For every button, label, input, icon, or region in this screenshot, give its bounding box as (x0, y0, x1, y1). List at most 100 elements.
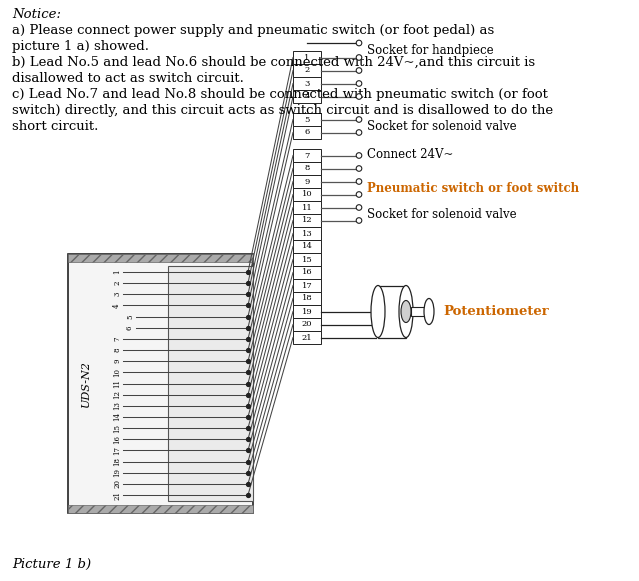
Text: 9: 9 (113, 359, 121, 364)
Text: Potentiometer: Potentiometer (443, 305, 549, 318)
Bar (293, 188, 321, 201)
Text: Socket for solenoid valve: Socket for solenoid valve (367, 207, 516, 221)
Text: 7: 7 (304, 152, 310, 160)
Text: 18: 18 (113, 457, 121, 466)
Bar (293, 214, 321, 227)
Text: 17: 17 (302, 282, 312, 289)
Ellipse shape (424, 299, 434, 325)
Bar (411, 307, 429, 316)
Text: 10: 10 (302, 191, 312, 199)
Circle shape (356, 205, 362, 210)
Bar (293, 126, 321, 139)
Circle shape (356, 179, 362, 184)
Text: Pneumatic switch or foot switch: Pneumatic switch or foot switch (367, 181, 579, 195)
Text: disallowed to act as switch circuit.: disallowed to act as switch circuit. (12, 72, 244, 85)
Circle shape (356, 94, 362, 99)
Text: 15: 15 (302, 256, 312, 264)
Bar (168, 266, 253, 501)
Text: 17: 17 (113, 446, 121, 455)
Bar (293, 64, 321, 77)
Text: 9: 9 (304, 178, 310, 185)
Ellipse shape (399, 285, 413, 338)
Circle shape (356, 166, 362, 171)
Text: 3: 3 (304, 80, 310, 88)
Text: a) Please connect power supply and pneumatic switch (or foot pedal) as: a) Please connect power supply and pneum… (12, 24, 494, 37)
Bar (293, 240, 321, 253)
Text: 3: 3 (113, 292, 121, 296)
Text: 16: 16 (113, 435, 121, 444)
Text: 20: 20 (113, 479, 121, 489)
Text: picture 1 a) showed.: picture 1 a) showed. (12, 40, 149, 53)
Bar (68, 505, 253, 513)
Circle shape (356, 153, 362, 158)
Text: 6: 6 (304, 128, 310, 137)
Text: 8: 8 (304, 164, 310, 173)
Bar (293, 175, 321, 188)
Text: 21: 21 (113, 490, 121, 500)
Bar (68, 254, 253, 262)
Text: 5: 5 (304, 116, 310, 124)
Text: 21: 21 (302, 333, 312, 342)
Text: 8: 8 (113, 348, 121, 352)
Text: 4: 4 (304, 92, 310, 101)
Text: 13: 13 (113, 401, 121, 410)
Text: b) Lead No.5 and lead No.6 should be connected with 24V~,and this circuit is: b) Lead No.5 and lead No.6 should be con… (12, 56, 535, 69)
Text: 10: 10 (113, 368, 121, 377)
Text: Socket for solenoid valve: Socket for solenoid valve (367, 120, 516, 132)
Text: 15: 15 (113, 424, 121, 433)
Bar (293, 51, 321, 64)
Text: 11: 11 (302, 203, 312, 211)
Bar (293, 77, 321, 90)
Text: 13: 13 (302, 229, 312, 238)
Bar (293, 113, 321, 126)
Text: 14: 14 (302, 242, 312, 250)
Ellipse shape (371, 285, 385, 338)
Bar (68, 254, 253, 513)
Text: 2: 2 (113, 281, 121, 285)
Text: 4: 4 (113, 303, 121, 308)
Circle shape (356, 130, 362, 135)
Text: 1: 1 (304, 53, 310, 62)
Text: 20: 20 (302, 321, 312, 328)
Circle shape (356, 218, 362, 223)
Circle shape (356, 68, 362, 73)
Circle shape (356, 117, 362, 122)
Text: UDS-N2: UDS-N2 (81, 360, 91, 407)
Text: 2: 2 (304, 66, 310, 74)
Bar (293, 279, 321, 292)
Bar (293, 331, 321, 344)
Text: Notice:: Notice: (12, 8, 61, 21)
Text: 1: 1 (113, 270, 121, 274)
Bar (378, 285, 406, 338)
Text: switch) directly, and this circuit acts as switch circuit and is disallowed to d: switch) directly, and this circuit acts … (12, 104, 553, 117)
Text: Socket for handpiece: Socket for handpiece (367, 44, 493, 57)
Bar (293, 253, 321, 266)
Circle shape (356, 55, 362, 60)
Bar (293, 201, 321, 214)
Text: 12: 12 (302, 217, 312, 224)
Text: 12: 12 (113, 390, 121, 399)
Text: 6: 6 (126, 325, 134, 330)
Bar (293, 292, 321, 305)
Circle shape (356, 81, 362, 87)
Ellipse shape (401, 300, 411, 322)
Text: 5: 5 (126, 314, 134, 319)
Bar (293, 149, 321, 162)
Text: 19: 19 (302, 307, 312, 315)
Text: short circuit.: short circuit. (12, 120, 98, 133)
Circle shape (356, 40, 362, 46)
Bar (293, 227, 321, 240)
Bar (293, 266, 321, 279)
Circle shape (356, 192, 362, 198)
Bar (293, 162, 321, 175)
Bar (293, 90, 321, 103)
Text: 18: 18 (302, 295, 312, 303)
Text: c) Lead No.7 and lead No.8 should be connected with pneumatic switch (or foot: c) Lead No.7 and lead No.8 should be con… (12, 88, 548, 101)
Text: Connect 24V~: Connect 24V~ (367, 148, 454, 161)
Text: 19: 19 (113, 468, 121, 477)
Text: 14: 14 (113, 413, 121, 421)
Text: 7: 7 (113, 336, 121, 341)
Bar (293, 318, 321, 331)
Text: 11: 11 (113, 379, 121, 388)
Text: 16: 16 (302, 268, 312, 277)
